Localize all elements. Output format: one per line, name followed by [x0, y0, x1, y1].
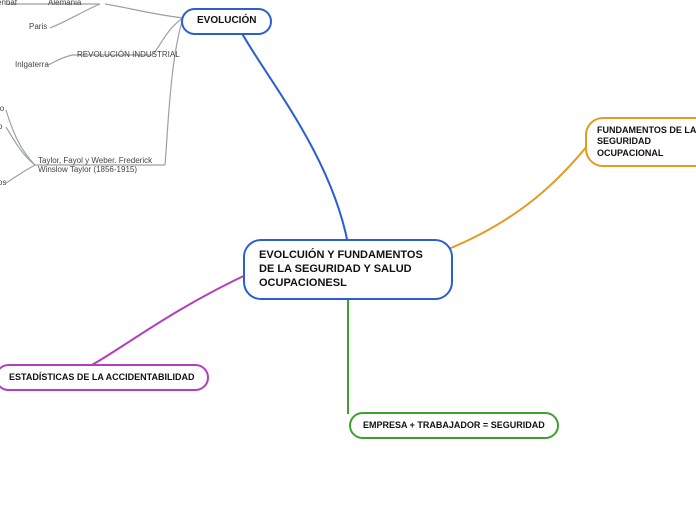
leaf-inlgaterra[interactable]: Inlgaterra [15, 60, 49, 69]
leaf-paris[interactable]: Paris [29, 22, 47, 31]
branch-fundamentos[interactable]: FUNDAMENTOS DE LA SEGURIDAD OCUPACIONAL [585, 117, 696, 167]
leaf-os[interactable]: os [0, 178, 6, 187]
mindmap-canvas: { "center": { "label": "EVOLCUIÓN Y FUND… [0, 0, 696, 520]
center-label: EVOLCUIÓN Y FUNDAMENTOS DE LA SEGURIDAD … [259, 249, 423, 289]
branch-empresa[interactable]: EMPRESA + TRABAJADOR = SEGURIDAD [349, 412, 559, 439]
leaf-enbaf[interactable]: enbaf [0, 0, 17, 7]
center-node[interactable]: EVOLCUIÓN Y FUNDAMENTOS DE LA SEGURIDAD … [243, 239, 453, 300]
leaf-revolucion-industrial[interactable]: REVOLUCIÓN INDUSTRIAL [77, 50, 180, 59]
branch-evolucion-label: EVOLUCIÓN [197, 15, 256, 26]
branch-empresa-label: EMPRESA + TRABAJADOR = SEGURIDAD [363, 420, 545, 430]
branch-estadisticas[interactable]: ESTADÍSTICAS DE LA ACCIDENTABILIDAD [0, 364, 209, 391]
branch-fundamentos-label: FUNDAMENTOS DE LA SEGURIDAD OCUPACIONAL [597, 125, 696, 158]
leaf-o[interactable]: o [0, 122, 2, 131]
branch-estadisticas-label: ESTADÍSTICAS DE LA ACCIDENTABILIDAD [9, 372, 195, 382]
leaf-taylor[interactable]: Taylor, Fayol y Weber. Frederick Winslow… [38, 156, 158, 174]
leaf-jo[interactable]: jo [0, 104, 4, 113]
leaf-alemania[interactable]: Alemania [48, 0, 81, 7]
branch-evolucion[interactable]: EVOLUCIÓN [181, 8, 272, 35]
